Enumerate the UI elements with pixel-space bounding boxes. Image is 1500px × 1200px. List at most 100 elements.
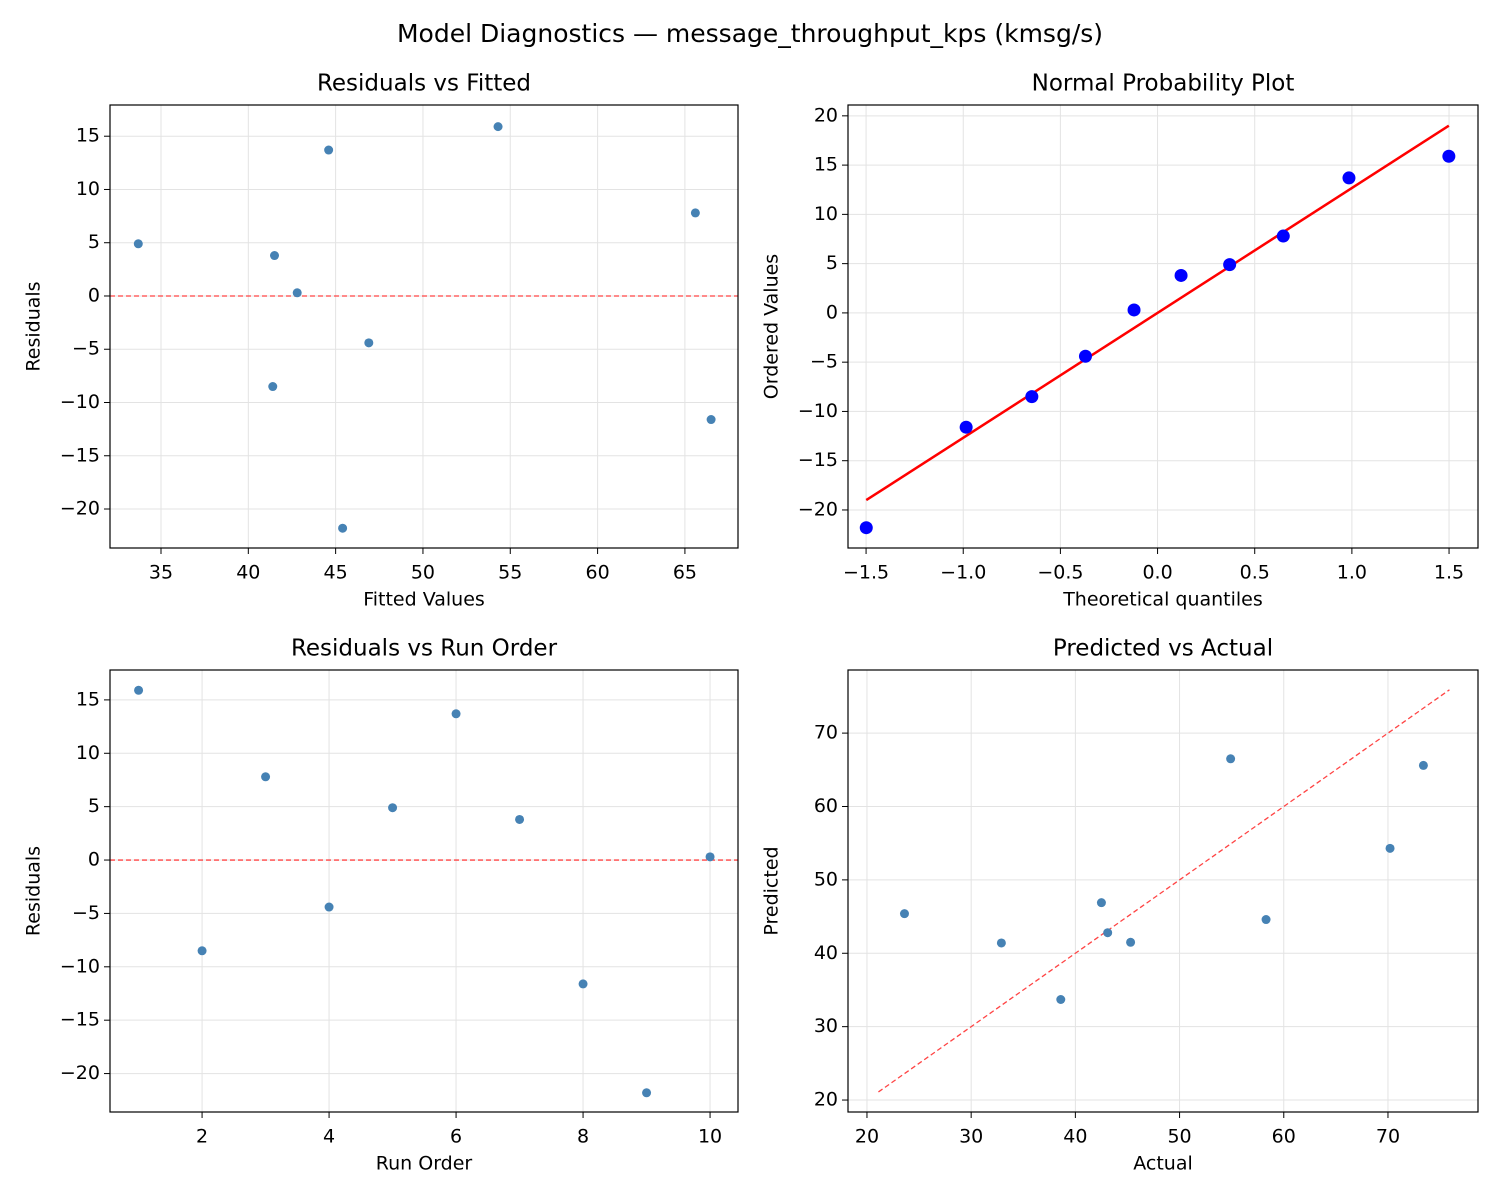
point (1025, 390, 1039, 404)
point (1342, 171, 1356, 185)
x-tick-label: 50 (1167, 1126, 1191, 1148)
axes-title: Residuals vs Fitted (317, 71, 531, 97)
point (134, 685, 144, 695)
point (268, 382, 278, 392)
y-tick-label: −5 (72, 902, 100, 924)
y-tick-label: 0 (88, 284, 100, 306)
y-tick-label: 20 (814, 104, 838, 126)
x-tick-label: 40 (1063, 1126, 1087, 1148)
point (1226, 754, 1236, 764)
y-tick-label: 15 (76, 688, 100, 710)
point (1174, 268, 1188, 282)
x-tick-label: 0.5 (1240, 562, 1270, 584)
axes-title: Predicted vs Actual (1053, 636, 1273, 662)
axes-frame (109, 104, 739, 549)
point (1078, 349, 1092, 363)
y-tick-label: 5 (88, 231, 100, 253)
point (1127, 303, 1141, 317)
x-tick-label: 70 (1376, 1126, 1400, 1148)
y-tick-label: 60 (814, 795, 838, 817)
y-tick-label: −20 (798, 498, 838, 520)
point (1126, 937, 1136, 947)
point (1223, 258, 1237, 272)
y-axis-label: Ordered Values (761, 254, 783, 399)
point (1103, 928, 1113, 938)
axes-title: Normal Probability Plot (1032, 71, 1295, 97)
y-axis-label: Residuals (23, 281, 45, 371)
x-tick-label: 55 (498, 562, 522, 584)
point (899, 909, 909, 919)
point (261, 772, 271, 782)
y-tick-label: 10 (76, 742, 100, 764)
y-tick-label: 50 (814, 868, 838, 890)
point (578, 979, 588, 989)
y-tick-label: 15 (76, 125, 100, 147)
x-tick-label: 50 (411, 562, 435, 584)
x-tick-label: 30 (959, 1126, 983, 1148)
point (642, 1088, 652, 1098)
x-tick-label: 65 (673, 562, 697, 584)
point (515, 814, 525, 824)
x-tick-label: 10 (698, 1126, 722, 1148)
x-axis-label: Run Order (376, 1153, 473, 1175)
point (1442, 149, 1456, 163)
y-tick-label: −10 (60, 955, 100, 977)
y-tick-label: 0 (826, 301, 838, 323)
y-tick-label: −15 (60, 444, 100, 466)
y-tick-label: 70 (814, 722, 838, 744)
y-tick-label: 5 (826, 252, 838, 274)
point (292, 288, 302, 298)
x-tick-label: 20 (855, 1126, 879, 1148)
point (690, 208, 700, 218)
y-tick-label: 40 (814, 942, 838, 964)
y-tick-label: 30 (814, 1015, 838, 1037)
point (1056, 995, 1066, 1005)
y-tick-label: 5 (88, 795, 100, 817)
figure-title: Model Diagnostics — message_throughput_k… (397, 19, 1103, 48)
x-tick-label: 2 (196, 1126, 208, 1148)
y-tick-label: −20 (60, 1062, 100, 1084)
y-tick-label: 15 (814, 154, 838, 176)
x-tick-label: 0.0 (1142, 562, 1172, 584)
y-axis-label: Residuals (23, 846, 45, 936)
axes-frame (847, 104, 1479, 549)
point (451, 709, 461, 719)
y-tick-label: −5 (810, 351, 838, 373)
axes-frame (109, 669, 739, 1113)
axes-frame (847, 669, 1479, 1113)
x-tick-label: −0.5 (1037, 562, 1083, 584)
point (1418, 760, 1428, 770)
y-axis-label: Predicted (761, 846, 783, 935)
point (959, 420, 973, 434)
y-tick-label: 0 (88, 849, 100, 871)
point (388, 803, 398, 813)
x-tick-label: 1.0 (1337, 562, 1367, 584)
y-tick-label: 10 (76, 178, 100, 200)
point (706, 415, 716, 425)
y-tick-label: −10 (798, 400, 838, 422)
x-tick-label: 8 (577, 1126, 589, 1148)
x-tick-label: 45 (324, 562, 348, 584)
y-tick-label: −20 (60, 498, 100, 520)
x-tick-label: 35 (149, 562, 173, 584)
y-tick-label: 20 (814, 1089, 838, 1111)
point (324, 145, 334, 155)
y-tick-label: 10 (814, 203, 838, 225)
point (338, 523, 348, 533)
point (1096, 898, 1106, 908)
x-tick-label: 4 (323, 1126, 335, 1148)
x-tick-label: 1.5 (1434, 562, 1464, 584)
y-tick-label: −5 (72, 338, 100, 360)
x-tick-label: 60 (1272, 1126, 1296, 1148)
x-tick-label: 60 (585, 562, 609, 584)
point (364, 338, 374, 348)
point (1276, 229, 1290, 243)
point (1261, 915, 1271, 925)
point (705, 852, 715, 862)
y-tick-label: −15 (798, 449, 838, 471)
point (270, 251, 280, 261)
x-tick-label: −1.0 (940, 562, 986, 584)
reference-line (878, 689, 1450, 1093)
